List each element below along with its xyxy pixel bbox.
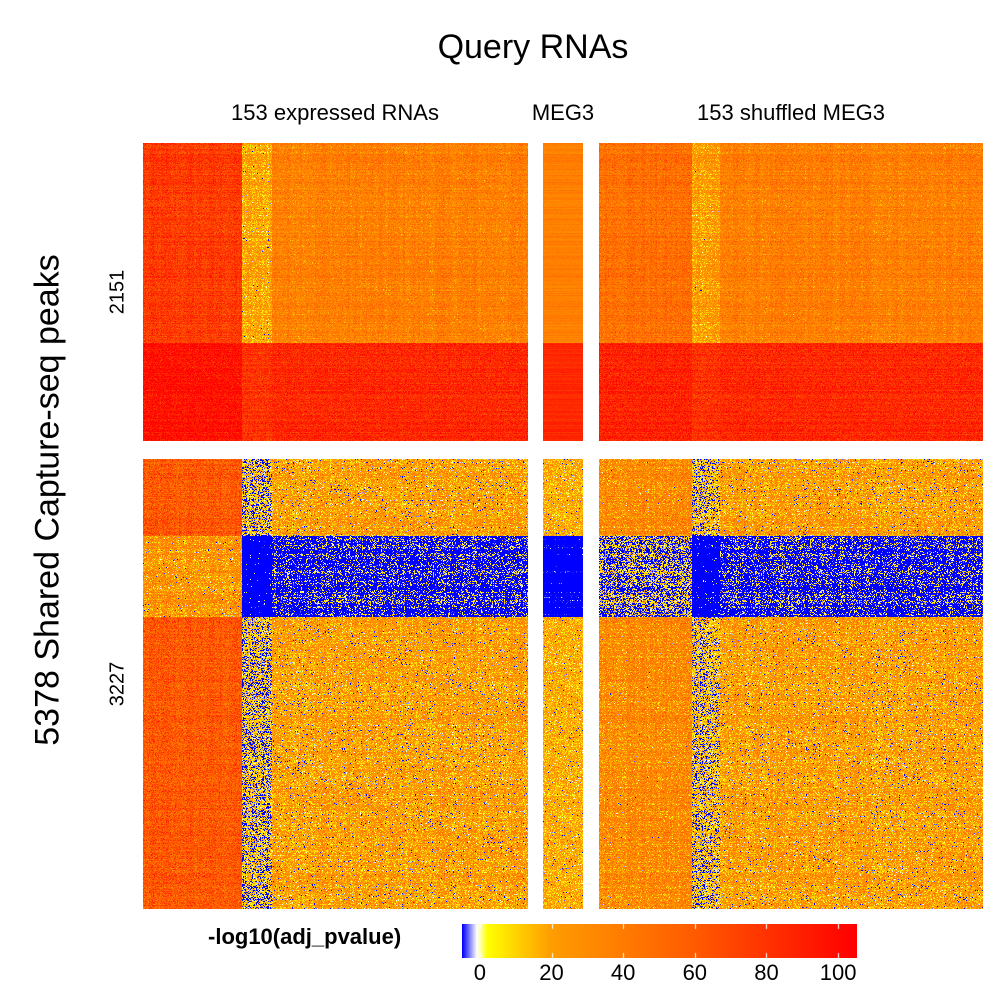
heatmap-meg3-rows-3227	[543, 459, 583, 909]
heatmap-shuffled-rows-3227	[599, 459, 983, 909]
column-group-label-expressed: 153 expressed RNAs	[231, 100, 439, 125]
row-group-label-top: 2151	[106, 269, 129, 315]
heatmap-meg3-rows-2151	[543, 143, 583, 441]
row-group-label-bottom: 3227	[106, 661, 129, 707]
heatmap-expressed-rows-3227	[143, 459, 528, 909]
legend-tick-label: 20	[539, 960, 564, 985]
color-scale-bar	[462, 924, 857, 958]
legend-title: -log10(adj_pvalue)	[208, 924, 402, 949]
heatmap-expressed-rows-2151	[143, 143, 528, 441]
column-group-label-shuffled: 153 shuffled MEG3	[697, 100, 885, 125]
column-group-label-meg3: MEG3	[531, 100, 595, 125]
legend-tick-label: 80	[754, 960, 779, 985]
y-axis-title: 5378 Shared Capture-seq peaks	[28, 254, 67, 746]
heatmap-shuffled-rows-2151	[599, 143, 983, 441]
legend-tick-label: 60	[682, 960, 708, 985]
legend-tick-label: 0	[473, 960, 487, 985]
legend-tick-label: 40	[610, 960, 636, 985]
chart-title: Query RNAs	[437, 28, 629, 66]
legend-tick-label: 100	[819, 960, 857, 985]
